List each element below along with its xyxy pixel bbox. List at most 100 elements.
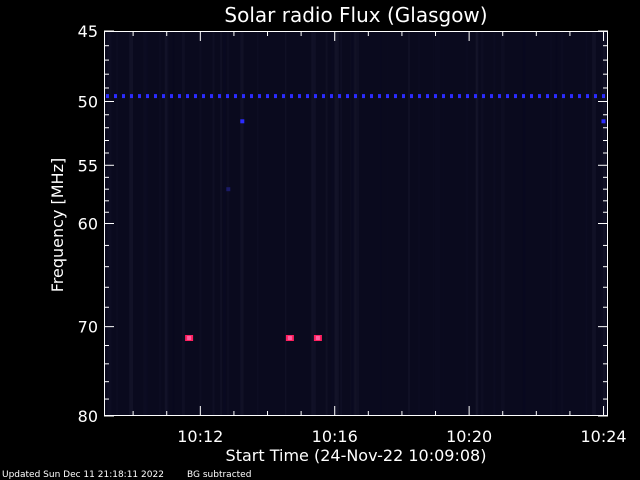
interference-band-dot (170, 94, 173, 99)
interference-band-dot (426, 94, 429, 99)
interference-band-dot (538, 94, 541, 99)
noise-streak (212, 31, 215, 416)
noise-streak (480, 31, 484, 416)
noise-streak (350, 31, 352, 416)
noise-streak (240, 31, 244, 416)
noise-streak (311, 31, 315, 416)
interference-band-dot (466, 94, 469, 99)
noise-streak (220, 31, 222, 416)
interference-band-dot (210, 94, 213, 99)
interference-band-dot (578, 94, 581, 99)
noise-streak (257, 31, 259, 416)
interference-band-dot (586, 94, 589, 99)
x-tick-label: 10:12 (177, 427, 223, 446)
noise-streak (129, 31, 133, 416)
noise-streak (223, 31, 227, 416)
noise-streak (331, 31, 334, 416)
noise-streak (145, 31, 147, 416)
interference-band-dot (450, 94, 453, 99)
interference-band-dot (498, 94, 501, 99)
x-tick-label: 10:20 (446, 427, 492, 446)
interference-band-dot (282, 94, 285, 99)
noise-streak (353, 31, 355, 416)
interference-band-dot (154, 94, 157, 99)
y-tick-label: 45 (78, 22, 98, 41)
interference-band-dot (402, 94, 405, 99)
interference-band-dot (314, 94, 317, 99)
interference-band-dot (506, 94, 509, 99)
noise-streak (164, 31, 169, 416)
x-tick-label: 10:16 (312, 427, 358, 446)
y-tick-label: 70 (78, 318, 98, 337)
interference-band-dot (474, 94, 477, 99)
noise-streak (285, 31, 287, 416)
faint-signal (601, 119, 606, 124)
noise-streak (145, 31, 147, 416)
noise-streak (555, 31, 558, 416)
interference-band-dot (258, 94, 261, 99)
interference-band-dot (458, 94, 461, 99)
interference-band-dot (338, 94, 341, 99)
radio-burst-core (315, 336, 320, 340)
interference-band-dot (394, 94, 397, 99)
interference-band-dot (434, 94, 437, 99)
noise-streak (351, 31, 354, 416)
interference-band-dot (330, 94, 333, 99)
noise-streak (500, 31, 505, 416)
interference-band-dot (234, 94, 237, 99)
noise-streak (592, 31, 596, 416)
noise-streak (159, 31, 162, 416)
noise-streak (433, 31, 435, 416)
interference-band-dot (138, 94, 141, 99)
noise-streak (549, 31, 552, 416)
interference-band-dot (354, 94, 357, 99)
noise-streak (353, 31, 357, 416)
interference-band-dot (218, 94, 221, 99)
noise-streak (585, 31, 588, 416)
chart-title: Solar radio Flux (Glasgow) (224, 3, 487, 27)
interference-band-dot (554, 94, 557, 99)
interference-band-dot (514, 94, 517, 99)
y-tick-label: 55 (78, 156, 98, 175)
noise-streak (199, 31, 202, 416)
interference-band-dot (386, 94, 389, 99)
interference-band-dot (266, 94, 269, 99)
noise-streak (560, 31, 564, 416)
interference-band-dot (562, 94, 565, 99)
noise-streak (522, 31, 527, 416)
interference-band-dot (186, 94, 189, 99)
interference-band-dot (602, 94, 605, 99)
interference-band-dot (570, 94, 573, 99)
radio-burst-core (287, 336, 292, 340)
update-timestamp: Updated Sun Dec 11 21:18:11 2022 (2, 470, 164, 480)
noise-streak (181, 31, 185, 416)
interference-band-dot (194, 94, 197, 99)
y-axis-label: Frequency [MHz] (48, 158, 67, 292)
noise-streak (407, 31, 411, 416)
interference-band-dot (122, 94, 125, 99)
interference-band-dot (162, 94, 165, 99)
faint-signal (240, 119, 245, 124)
noise-streak (435, 31, 437, 416)
interference-band-dot (250, 94, 253, 99)
interference-band-dot (322, 94, 325, 99)
interference-band-dot (346, 94, 349, 99)
interference-band-dot (298, 94, 301, 99)
interference-band-dot (290, 94, 293, 99)
interference-band-dot (594, 94, 597, 99)
interference-band-dot (362, 94, 365, 99)
noise-streak (227, 31, 230, 416)
interference-band-dot (546, 94, 549, 99)
noise-streak (436, 31, 441, 416)
y-tick-label: 50 (78, 93, 98, 112)
noise-streak (340, 31, 342, 416)
interference-band-dot (522, 94, 525, 99)
y-tick-label: 80 (78, 407, 98, 426)
interference-band-dot (274, 94, 277, 99)
x-axis-label: Start Time (24-Nov-22 10:09:08) (226, 446, 487, 465)
spectrogram-features (106, 94, 606, 341)
y-tick-label: 60 (78, 215, 98, 234)
interference-band-dot (370, 94, 373, 99)
noise-streak (493, 31, 496, 416)
